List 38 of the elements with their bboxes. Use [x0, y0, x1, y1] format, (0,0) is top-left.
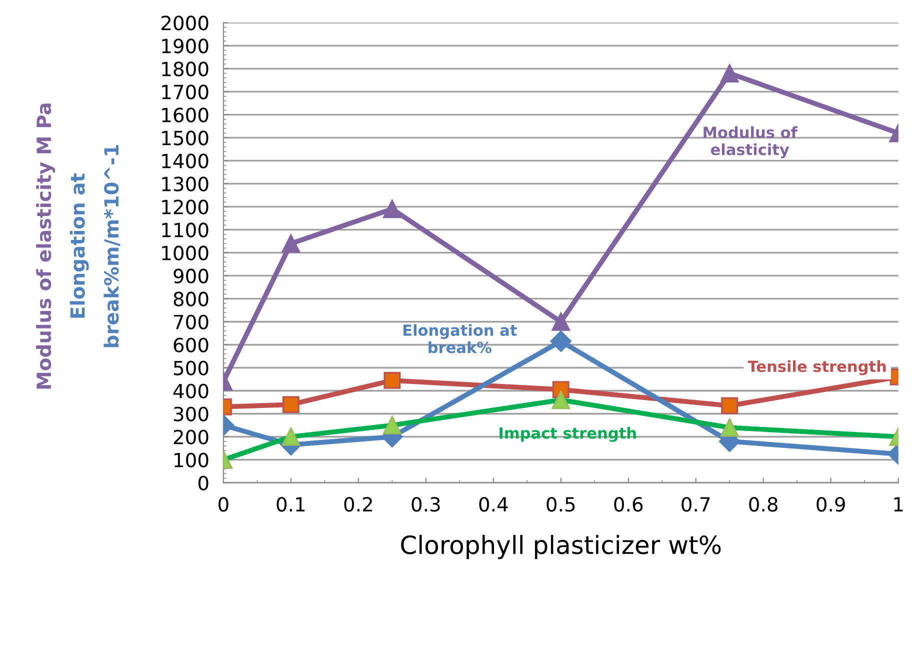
y-axis-title: Modulus of elasticity M Pa Elongation at break%m/m*10^-1 [36, 104, 120, 389]
y-tick-label: 1300 [162, 176, 208, 192]
y-tick-label: 1900 [162, 38, 208, 54]
series-label: Impact strength [500, 427, 636, 442]
x-tick-label: 1 [894, 497, 903, 512]
x-tick-label: 0.3 [412, 496, 440, 512]
series-label: Tensile strength [748, 360, 886, 376]
x-tick-label: 0.7 [682, 496, 710, 512]
x-tick-label: 0.2 [344, 496, 372, 512]
series-label: Elongation at break% [403, 324, 517, 354]
y-tick-label: 100 [174, 452, 208, 468]
x-tick-label: 0.5 [546, 496, 575, 512]
x-tick-label: 0.9 [816, 496, 845, 512]
y-tick-label: 900 [174, 268, 208, 284]
y-tick-label: 1600 [162, 108, 208, 122]
y-tick-label: 0 [198, 476, 208, 490]
y-tick-label: 1200 [162, 200, 208, 214]
y-tick-label: 1100 [162, 222, 208, 238]
y-tick-label: 1500 [162, 130, 208, 146]
y-tick-label: 600 [174, 338, 208, 352]
x-tick-label: 0.6 [614, 496, 643, 512]
y-tick-label: 300 [174, 406, 208, 422]
x-tick-label: 0.4 [479, 496, 508, 512]
x-axis-title: Clorophyll plasticizer wt% [401, 534, 721, 560]
x-tick-label: 0.1 [276, 496, 305, 512]
y-tick-label: 1000 [162, 246, 208, 260]
y-tick-label: 500 [174, 360, 208, 376]
y-tick-label: 1800 [162, 62, 208, 76]
y-tick-label: 2000 [161, 16, 208, 30]
x-tick-label: 0.8 [749, 496, 778, 512]
x-tick-label: 0 [218, 496, 228, 512]
y-tick-label: 200 [174, 430, 208, 444]
y-tick-label: 1400 [162, 154, 208, 168]
y-tick-label: 800 [174, 292, 208, 306]
series-label: Modulus of elasticity [704, 126, 798, 158]
y-tick-label: 700 [174, 314, 208, 330]
y-tick-label: 400 [173, 384, 208, 398]
y-tick-label: 1700 [162, 84, 208, 100]
